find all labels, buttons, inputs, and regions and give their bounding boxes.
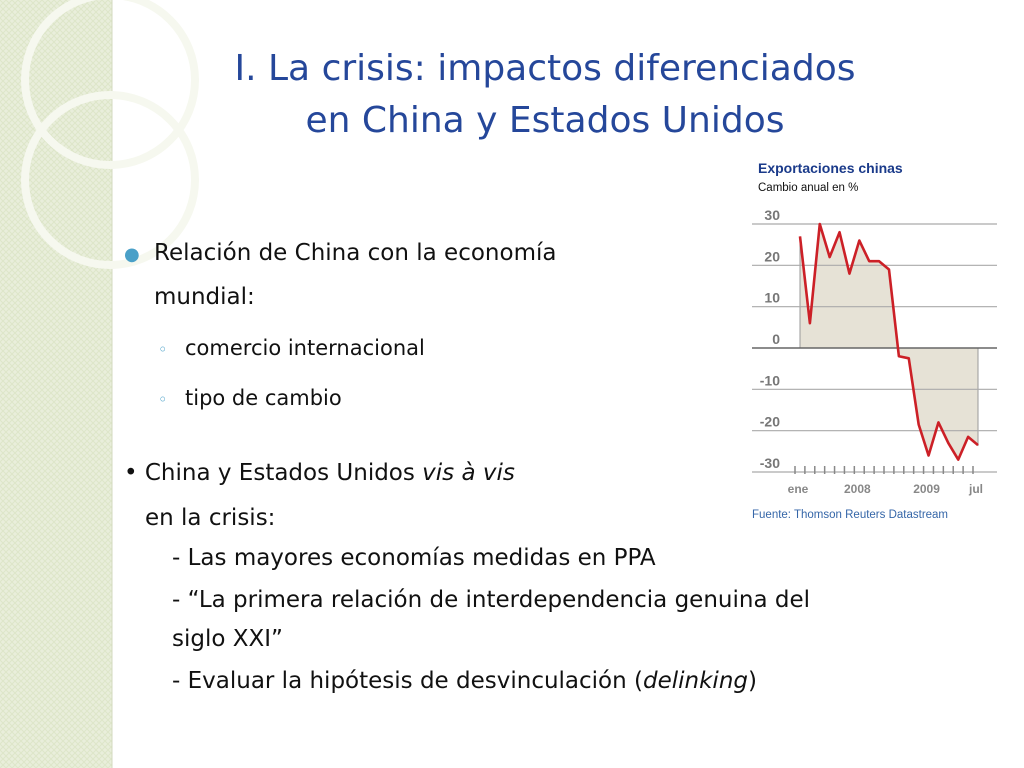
- text: - “La primera relación de interdependenc…: [172, 587, 810, 613]
- y-tick-label: 30: [764, 207, 780, 223]
- text: en la crisis:: [145, 505, 276, 531]
- text-line: - Evaluar la hipótesis de desvinculación…: [172, 668, 757, 694]
- deco-circle: [21, 91, 199, 269]
- text: - Las mayores economías medidas en PPA: [172, 545, 656, 571]
- sub-bullet: ◦: [158, 390, 168, 409]
- sub-bullet: ◦: [158, 340, 168, 359]
- x-tick-label: jul: [968, 482, 983, 496]
- y-tick-label: 10: [764, 290, 780, 306]
- line: [798, 222, 979, 461]
- bullet: ●: [124, 244, 140, 265]
- chart-title: Exportaciones chinas: [758, 160, 903, 176]
- text: siglo XXI”: [172, 626, 283, 652]
- text: - Evaluar la hipótesis de desvinculación…: [172, 668, 643, 694]
- deco-circle: [21, 0, 199, 169]
- sub-text: tipo de cambio: [185, 386, 342, 410]
- x-tick-label: 2009: [913, 482, 940, 496]
- bullet-text: mundial:: [154, 284, 255, 310]
- y-tick-label: 20: [764, 248, 780, 264]
- chart-source: Fuente: Thomson Reuters Datastream: [752, 509, 948, 521]
- italic-text: delinking: [643, 668, 748, 694]
- y-tick-label: -20: [760, 414, 780, 430]
- area: [799, 223, 979, 461]
- bullet-line: • China y Estados Unidos vis à vis: [124, 460, 515, 486]
- x-tick-label: 2008: [844, 482, 871, 496]
- x-tick-label: ene: [788, 482, 809, 496]
- y-tick-label: 0: [772, 331, 780, 347]
- y-tick-label: -10: [760, 372, 780, 388]
- title-line: en China y Estados Unidos: [305, 100, 785, 141]
- text: ): [748, 668, 757, 694]
- text: • China y Estados Unidos: [124, 460, 423, 486]
- chart: Exportaciones chinas Cambio anual en % Fue…: [752, 160, 997, 521]
- chart-subtitle: Cambio anual en %: [758, 182, 858, 194]
- italic-text: vis à vis: [422, 460, 515, 486]
- y-tick-label: -30: [760, 455, 780, 471]
- title-line: I. La crisis: impactos diferenciados: [234, 48, 856, 89]
- side-strip: [0, 0, 112, 768]
- bullet-text: Relación de China con la economía: [154, 240, 557, 266]
- sub-text: comercio internacional: [185, 336, 425, 360]
